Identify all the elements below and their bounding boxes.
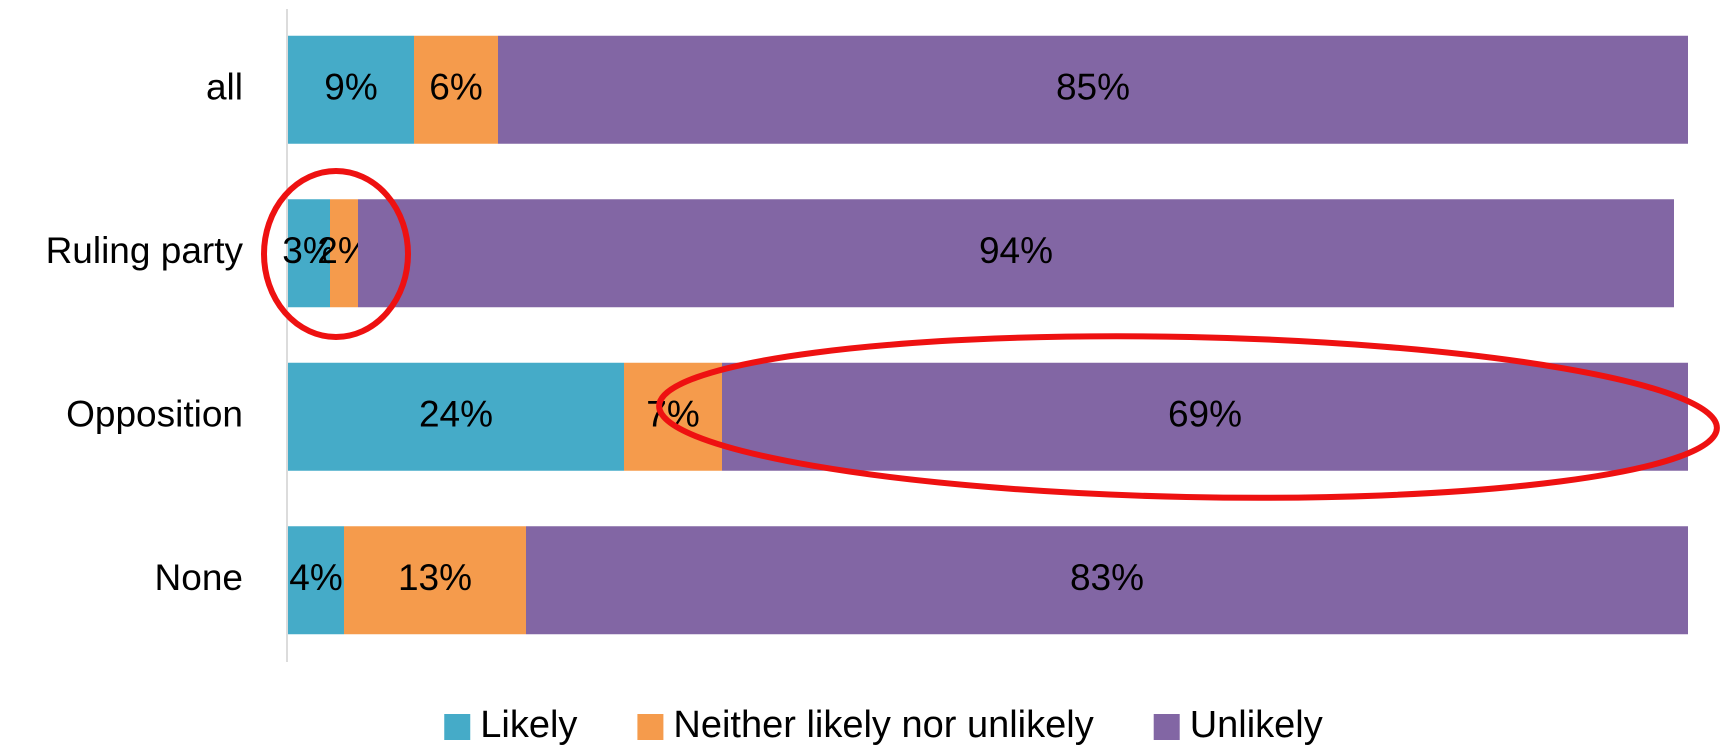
value-label: 13%: [398, 557, 472, 598]
highlight-ellipse: [261, 168, 411, 340]
highlight-ellipse: [656, 333, 1720, 501]
value-label: 24%: [419, 394, 493, 435]
bar-segment: [330, 199, 358, 308]
bar-segment: [498, 35, 1688, 144]
value-label: 9%: [324, 67, 377, 108]
category-label: Ruling party: [46, 230, 244, 271]
category-label: None: [155, 557, 243, 598]
value-label: 3%: [282, 230, 335, 271]
legend-label: Unlikely: [1190, 704, 1323, 746]
legend-label: Likely: [480, 704, 577, 746]
value-label: 85%: [1056, 67, 1130, 108]
legend-swatch: [637, 714, 664, 740]
category-label: Opposition: [66, 394, 243, 435]
bar-segment: [344, 526, 526, 635]
bar-segment: [722, 362, 1688, 471]
value-label: 83%: [1070, 557, 1144, 598]
bar-segment: [288, 35, 414, 144]
value-label: 6%: [429, 67, 482, 108]
value-label: 69%: [1168, 394, 1242, 435]
value-label: 4%: [289, 557, 342, 598]
value-label: 7%: [646, 394, 699, 435]
legend-label: Neither likely nor unlikely: [673, 704, 1093, 746]
bar-segment: [288, 362, 624, 471]
bar-segment: [358, 199, 1674, 308]
bar-segment: [526, 526, 1688, 635]
plot: all 9% 6% 85%Ruling party 3%2% 94%Opposition 2…: [46, 35, 1688, 635]
bar-segment: [288, 526, 344, 635]
legend: Likely Neither likely nor unlikely Unlikel…: [444, 704, 1323, 746]
legend-swatch: [444, 714, 471, 740]
legend-swatch: [1153, 714, 1180, 740]
category-label: all: [206, 67, 243, 108]
bar-segment: [288, 199, 330, 308]
value-label: 94%: [979, 230, 1053, 271]
bar-segment: [414, 35, 498, 144]
bar-segment: [624, 362, 722, 471]
